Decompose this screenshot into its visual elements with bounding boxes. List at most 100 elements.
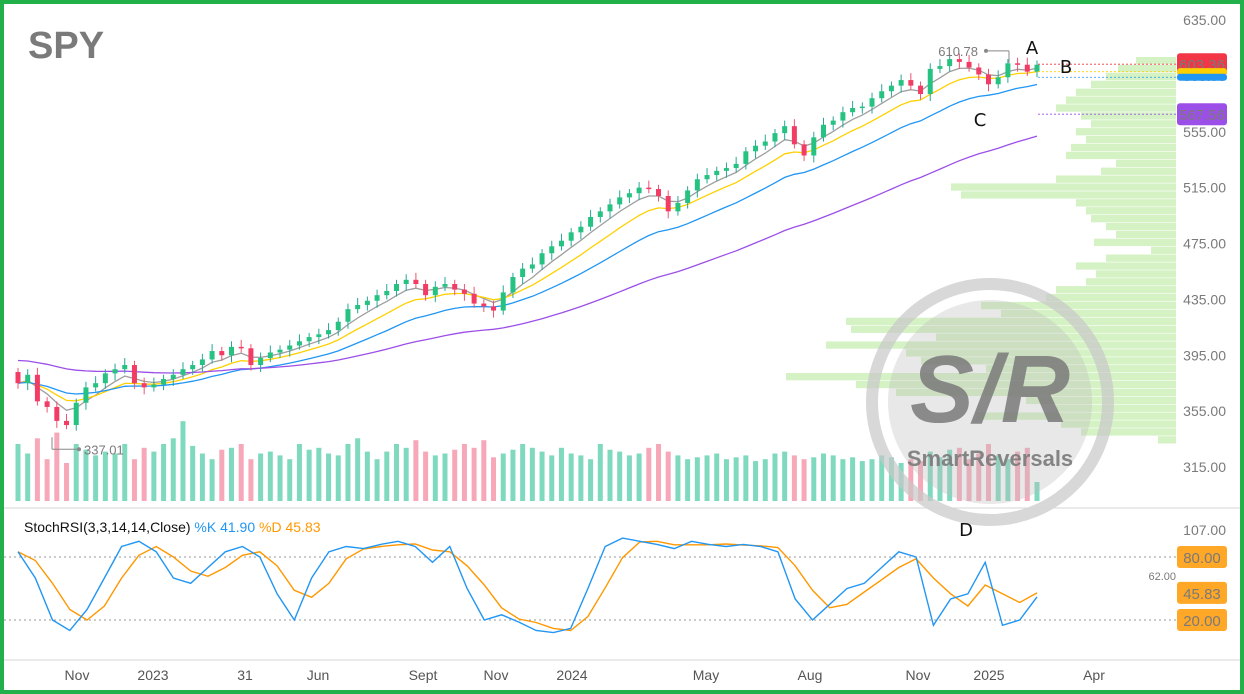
volume-profile-bar xyxy=(1091,120,1176,128)
x-tick-label: Sept xyxy=(409,667,438,683)
candle xyxy=(1015,57,1021,72)
volume-bar xyxy=(558,447,564,501)
volume-profile-bar xyxy=(851,325,1176,333)
volume-bar xyxy=(54,432,60,501)
candle xyxy=(898,74,904,93)
candle-body xyxy=(34,374,40,402)
candle xyxy=(461,284,467,301)
candle-body xyxy=(248,348,254,366)
volume-bar xyxy=(811,457,817,501)
volume-bar xyxy=(131,459,137,501)
candle xyxy=(15,367,21,389)
candle-body xyxy=(937,66,943,69)
candle-body xyxy=(665,196,671,212)
volume-bar xyxy=(636,453,642,501)
volume-bar xyxy=(481,440,487,501)
candle-body xyxy=(772,133,778,142)
candle-body xyxy=(112,369,118,374)
volume-bar xyxy=(364,451,370,501)
candle-body xyxy=(131,365,137,384)
candle xyxy=(995,70,1001,89)
candle xyxy=(879,84,885,103)
volume-bar xyxy=(539,451,545,501)
volume-profile-bar xyxy=(1136,57,1176,65)
candle xyxy=(558,233,564,251)
volume-bar xyxy=(1024,447,1030,501)
volume-bar xyxy=(267,451,273,501)
candle xyxy=(646,180,652,194)
candle-body xyxy=(918,85,924,95)
candle-body xyxy=(646,187,652,190)
stoch-label: StochRSI(3,3,14,14,Close) xyxy=(24,519,194,535)
candle-body xyxy=(141,383,147,388)
candle-body xyxy=(791,126,797,145)
candle-body xyxy=(714,170,720,176)
candle-body xyxy=(850,108,856,113)
volume-bar xyxy=(568,453,574,501)
candle xyxy=(539,249,545,271)
candle xyxy=(238,339,244,353)
candle xyxy=(345,303,351,329)
candle-body xyxy=(947,59,953,67)
candle-body xyxy=(966,61,972,68)
volume-bar xyxy=(588,459,594,501)
x-tick-label: Apr xyxy=(1083,667,1105,683)
volume-bar xyxy=(432,455,438,501)
volume-bar xyxy=(753,461,759,501)
volume-profile-bar xyxy=(906,349,1176,357)
volume-profile-bar xyxy=(1116,159,1176,167)
candle xyxy=(859,102,865,114)
candle-body xyxy=(500,292,506,311)
volume-bar xyxy=(830,455,836,501)
stoch-rsi-panel: 107.00 62.00 StochRSI(3,3,14,14,Close) %K … xyxy=(4,519,1227,634)
candle xyxy=(588,209,594,231)
volume-bar xyxy=(937,457,943,501)
watermark-disc xyxy=(888,300,1092,504)
candle-body xyxy=(25,374,31,384)
volume-bar xyxy=(345,444,351,501)
volume-bar xyxy=(355,438,361,501)
candle xyxy=(64,413,70,430)
stoch-axis-tick: 62.00 xyxy=(1148,571,1176,583)
candle xyxy=(161,374,167,391)
volume-bar xyxy=(927,451,933,501)
candle-body xyxy=(238,346,244,349)
candle xyxy=(335,317,341,336)
candle-body xyxy=(151,384,157,388)
volume-profile-bar xyxy=(1026,396,1176,404)
candle-body xyxy=(296,341,302,346)
volume-profile-bar xyxy=(1076,88,1176,96)
volume-bar xyxy=(976,453,982,501)
candle-body xyxy=(219,351,225,356)
candle xyxy=(491,300,497,318)
candle-body xyxy=(607,204,613,212)
volume-profile-bar xyxy=(1056,104,1176,112)
candle xyxy=(704,168,710,184)
candle xyxy=(888,81,894,97)
volume-profile-bar xyxy=(1118,64,1176,73)
candle-body xyxy=(840,112,846,121)
high-label: 610.78 xyxy=(938,44,978,59)
candle-body xyxy=(636,187,642,194)
candle xyxy=(423,279,429,301)
price-tag xyxy=(1177,73,1227,81)
stoch-header: StochRSI(3,3,14,14,Close) %K 41.90 %D 45… xyxy=(24,519,321,535)
candle-body xyxy=(578,226,584,233)
annotation-c: C xyxy=(974,110,987,131)
candle-body xyxy=(908,80,914,86)
candle-body xyxy=(335,321,341,331)
candle xyxy=(83,381,89,410)
candle xyxy=(209,344,215,364)
candle-body xyxy=(675,202,681,212)
stoch-d-line xyxy=(17,540,1038,632)
candle-body xyxy=(161,378,167,385)
candle xyxy=(685,186,691,209)
volume-bar xyxy=(888,457,894,501)
candle xyxy=(510,272,516,298)
volume-bar xyxy=(966,459,972,501)
volume-bar xyxy=(122,444,128,501)
volume-bar xyxy=(403,447,409,501)
volume-profile-bar xyxy=(951,183,1176,191)
candle xyxy=(190,360,196,375)
